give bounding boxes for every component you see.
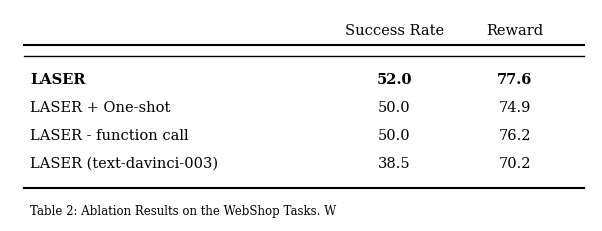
Text: 74.9: 74.9 <box>498 100 531 114</box>
Text: LASER + One-shot: LASER + One-shot <box>30 100 170 114</box>
Text: LASER (text-davinci-003): LASER (text-davinci-003) <box>30 156 218 170</box>
Text: 52.0: 52.0 <box>377 73 412 87</box>
Text: LASER - function call: LASER - function call <box>30 128 188 142</box>
Text: LASER: LASER <box>30 73 85 87</box>
Text: Success Rate: Success Rate <box>345 24 444 38</box>
Text: Reward: Reward <box>486 24 543 38</box>
Text: 70.2: 70.2 <box>498 156 531 170</box>
Text: Table 2: Ablation Results on the WebShop Tasks. W: Table 2: Ablation Results on the WebShop… <box>30 204 337 217</box>
Text: 76.2: 76.2 <box>498 128 531 142</box>
Text: 77.6: 77.6 <box>497 73 532 87</box>
Text: 50.0: 50.0 <box>378 100 411 114</box>
Text: 38.5: 38.5 <box>378 156 411 170</box>
Text: 50.0: 50.0 <box>378 128 411 142</box>
